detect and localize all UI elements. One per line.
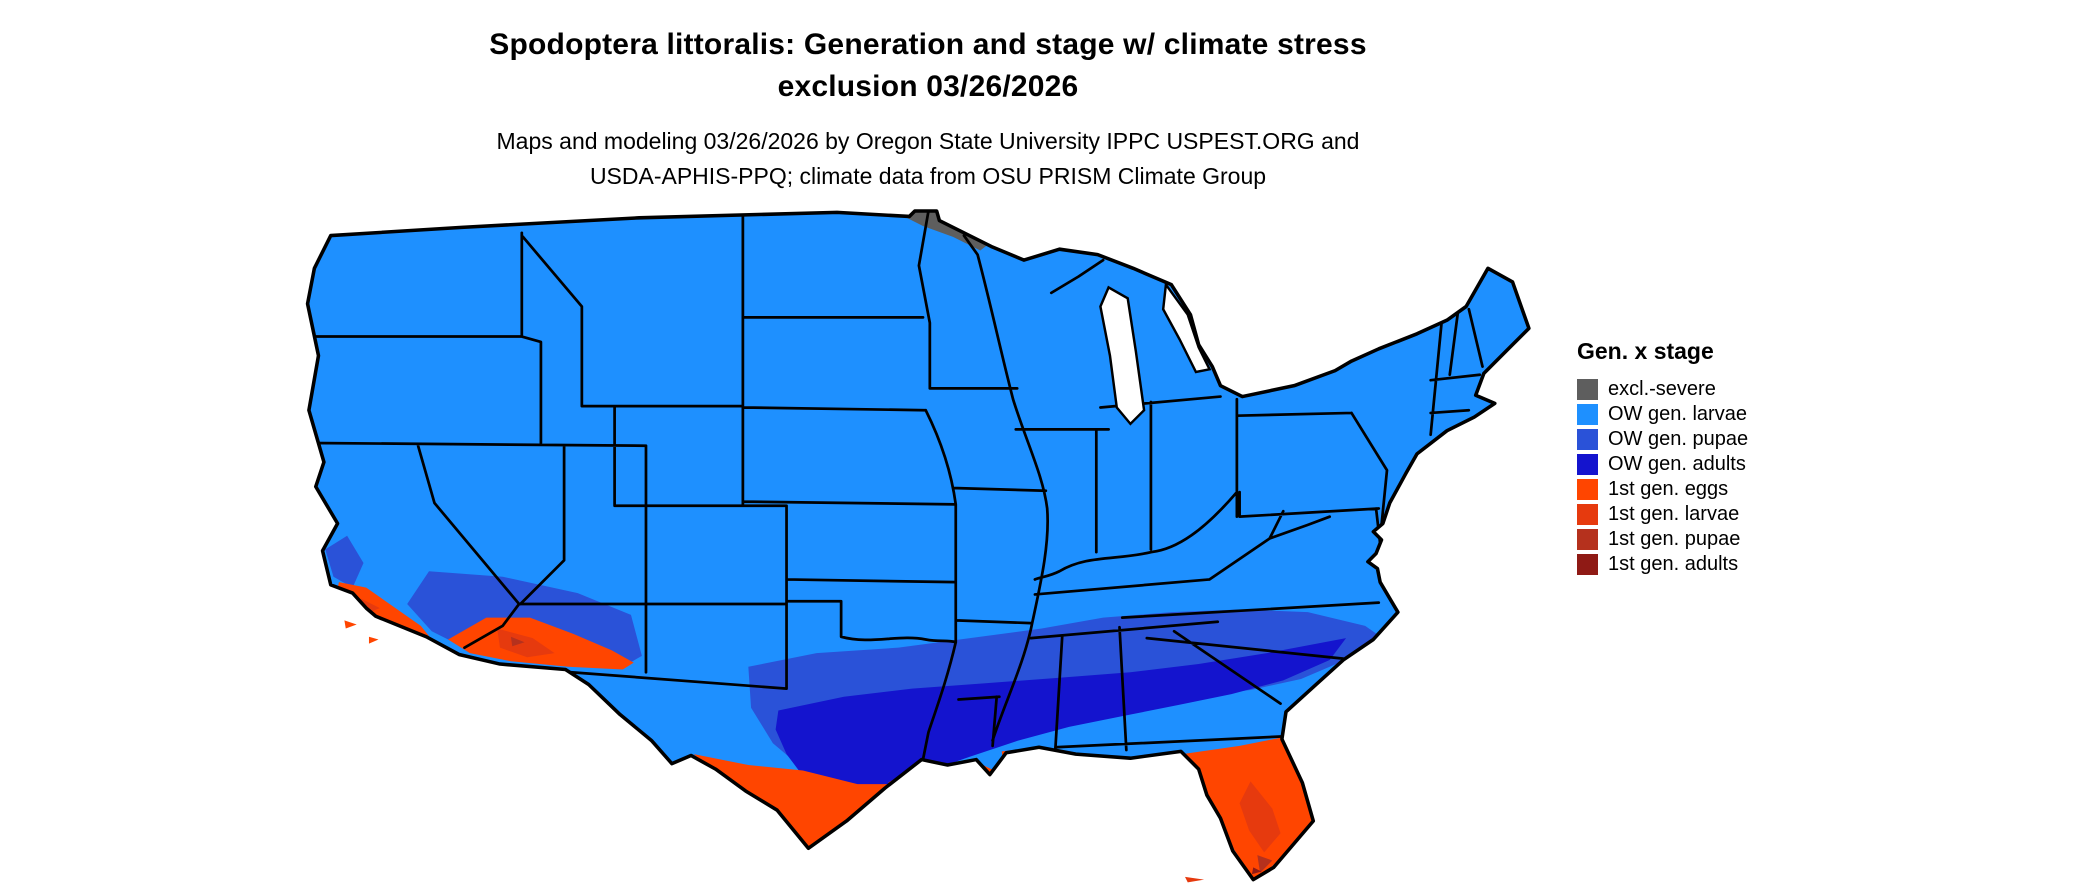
region-g1-adults-south-florida	[1251, 867, 1262, 875]
legend-label: excl.-severe	[1608, 378, 1716, 400]
legend-label: 1st gen. eggs	[1608, 478, 1729, 500]
region-ow-pupae-california-coast	[325, 535, 364, 588]
legend-item: excl.-severe	[1577, 377, 1748, 402]
page-title: Spodoptera littoralis: Generation and st…	[489, 28, 1367, 103]
legend-title: Gen. x stage	[1577, 338, 1714, 364]
legend-swatch-g1-larvae	[1577, 504, 1598, 525]
legend-item: 1st gen. adults	[1577, 552, 1748, 577]
legend-label: OW gen. pupae	[1608, 428, 1749, 450]
legend-label: 1st gen. larvae	[1608, 503, 1740, 525]
island-socal-coast	[368, 636, 379, 644]
legend-swatch-g1-adults	[1577, 554, 1598, 575]
us-outline	[305, 209, 1531, 882]
legend-swatch-excl-severe	[1577, 379, 1598, 400]
region-g1-pupae-arizona	[510, 636, 525, 647]
island-florida-keys	[1185, 876, 1205, 883]
region-g1-pupae-south-florida	[1257, 855, 1273, 873]
legend-label: OW gen. adults	[1608, 453, 1746, 475]
legend-swatch-g1-eggs	[1577, 479, 1598, 500]
us-map	[305, 209, 1531, 883]
legend-item: 1st gen. eggs	[1577, 477, 1748, 502]
legend-item: 1st gen. pupae	[1577, 527, 1748, 552]
legend-label: 1st gen. pupae	[1608, 528, 1741, 550]
legend: Gen. x stage excl.-severe OW gen. larvae…	[1577, 338, 1748, 577]
legend-label: OW gen. larvae	[1608, 403, 1747, 425]
legend-swatch-ow-pupae	[1577, 429, 1598, 450]
lake-huron	[1161, 281, 1212, 374]
legend-label: 1st gen. adults	[1608, 553, 1739, 575]
legend-item: OW gen. larvae	[1577, 402, 1748, 427]
region-g1-larvae-arizona	[497, 628, 555, 658]
legend-item: 1st gen. larvae	[1577, 502, 1748, 527]
legend-item: OW gen. adults	[1577, 452, 1748, 477]
legend-swatch-g1-pupae	[1577, 529, 1598, 550]
legend-swatch-ow-larvae	[1577, 404, 1598, 425]
region-g1-eggs-texas	[693, 754, 896, 847]
lake-michigan	[1099, 285, 1146, 426]
state-borders	[308, 210, 1484, 761]
region-g1-larvae-florida	[1239, 781, 1281, 853]
legend-item: OW gen. pupae	[1577, 427, 1748, 452]
legend-swatch-ow-adults	[1577, 454, 1598, 475]
region-ow-larvae-base	[307, 210, 1529, 880]
region-g1-eggs-socal	[336, 582, 432, 640]
island-channel-islands	[344, 620, 357, 629]
page-subtitle: Maps and modeling 03/26/2026 by Oregon S…	[496, 128, 1360, 189]
